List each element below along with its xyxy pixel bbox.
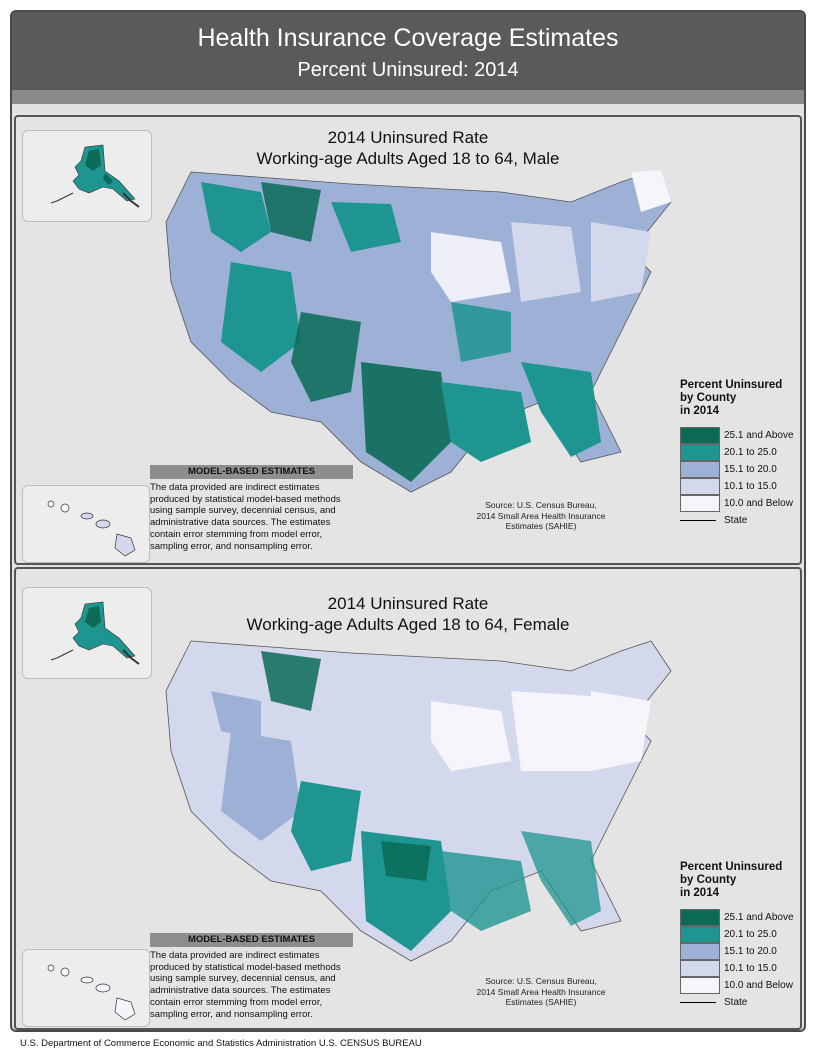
map-title-line2: Working-age Adults Aged 18 to 64, Male	[256, 149, 560, 168]
legend-swatch	[680, 926, 720, 943]
poster-frame: Health Insurance Coverage Estimates Perc…	[10, 10, 806, 1032]
legend-label: 20.1 to 25.0	[724, 929, 777, 940]
legend-label: 25.1 and Above	[724, 430, 794, 441]
model-based-note: MODEL-BASED ESTIMATES The data provided …	[150, 465, 353, 552]
footer-credit: U.S. Department of Commerce Economic and…	[20, 1038, 422, 1049]
page-subtitle: Percent Uninsured: 2014	[297, 59, 519, 81]
legend-label: 20.1 to 25.0	[724, 447, 777, 458]
legend-item: 20.1 to 25.0	[680, 444, 800, 461]
state-line-swatch	[680, 1002, 716, 1003]
header-divider	[12, 90, 804, 104]
alaska-inset	[22, 587, 152, 679]
source-line3: Estimates (SAHIE)	[505, 521, 577, 531]
legend: Percent Uninsured by County in 2014 25.1…	[680, 379, 800, 529]
map-title-line2: Working-age Adults Aged 18 to 64, Female	[246, 615, 570, 634]
legend-label: 15.1 to 20.0	[724, 464, 777, 475]
source-line2: 2014 Small Area Health Insurance	[476, 986, 606, 997]
legend-label: 10.0 and Below	[724, 980, 793, 991]
legend-swatch	[680, 943, 720, 960]
legend-swatch	[680, 427, 720, 444]
legend-title-line3: in 2014	[680, 405, 719, 417]
model-based-heading: MODEL-BASED ESTIMATES	[150, 465, 353, 479]
model-based-text: The data provided are indirect estimates…	[150, 482, 341, 552]
map-panel-female: 2014 Uninsured Rate Working-age Adults A…	[14, 567, 802, 1030]
legend-state: State	[680, 512, 800, 529]
hawaii-map	[47, 500, 136, 557]
us-county-map-female	[165, 640, 672, 962]
hawaii-map	[47, 964, 136, 1021]
source-line1: Source: U.S. Census Bureau,	[485, 976, 597, 986]
model-based-text: The data provided are indirect estimates…	[150, 950, 341, 1020]
legend-item: 10.0 and Below	[680, 495, 800, 512]
page-title: Health Insurance Coverage Estimates	[197, 24, 619, 52]
source-line1: Source: U.S. Census Bureau,	[485, 500, 597, 510]
hawaii-inset	[22, 949, 150, 1027]
legend-label: 10.1 to 15.0	[724, 963, 777, 974]
legend-label: 10.1 to 15.0	[724, 481, 777, 492]
legend-swatch	[680, 444, 720, 461]
legend: Percent Uninsured by County in 2014 25.1…	[680, 861, 800, 1011]
us-county-map-male	[165, 170, 672, 493]
alaska-map	[50, 144, 140, 208]
legend-item: 15.1 to 20.0	[680, 943, 800, 960]
legend-title-line2: by County	[680, 874, 737, 886]
legend-state: State	[680, 994, 800, 1011]
legend-label: 25.1 and Above	[724, 912, 794, 923]
map-title-line1: 2014 Uninsured Rate	[327, 594, 489, 613]
legend-swatch	[680, 461, 720, 478]
legend-title-line2: by County	[680, 392, 737, 404]
legend-item: 10.1 to 15.0	[680, 960, 800, 977]
legend-label: 15.1 to 20.0	[724, 946, 777, 957]
state-line-swatch	[680, 520, 716, 521]
source-line2: 2014 Small Area Health Insurance	[476, 510, 606, 521]
legend-item: 10.1 to 15.0	[680, 478, 800, 495]
legend-label: 10.0 and Below	[724, 498, 793, 509]
alaska-map	[50, 601, 140, 665]
header-banner: Health Insurance Coverage Estimates Perc…	[12, 12, 804, 90]
hawaii-inset	[22, 485, 150, 563]
legend-item: 25.1 and Above	[680, 427, 800, 444]
legend-swatch	[680, 909, 720, 926]
legend-item: 15.1 to 20.0	[680, 461, 800, 478]
legend-item: 25.1 and Above	[680, 909, 800, 926]
map-title-line1: 2014 Uninsured Rate	[327, 128, 489, 147]
map-panel-male: 2014 Uninsured Rate Working-age Adults A…	[14, 115, 802, 565]
legend-item: 20.1 to 25.0	[680, 926, 800, 943]
alaska-inset	[22, 130, 152, 222]
source-note: Source: U.S. Census Bureau, 2014 Small A…	[466, 976, 616, 1008]
legend-item: 10.0 and Below	[680, 977, 800, 994]
model-based-note: MODEL-BASED ESTIMATES The data provided …	[150, 933, 353, 1020]
legend-swatch	[680, 495, 720, 512]
legend-title-line1: Percent Uninsured	[680, 861, 783, 873]
legend-state-label: State	[724, 515, 748, 526]
legend-swatch	[680, 478, 720, 495]
legend-title-line1: Percent Uninsured	[680, 379, 783, 391]
source-line3: Estimates (SAHIE)	[505, 997, 577, 1007]
legend-state-label: State	[724, 997, 748, 1008]
legend-swatch	[680, 960, 720, 977]
legend-swatch	[680, 977, 720, 994]
model-based-heading: MODEL-BASED ESTIMATES	[150, 933, 353, 947]
source-note: Source: U.S. Census Bureau, 2014 Small A…	[466, 500, 616, 532]
legend-title-line3: in 2014	[680, 887, 719, 899]
